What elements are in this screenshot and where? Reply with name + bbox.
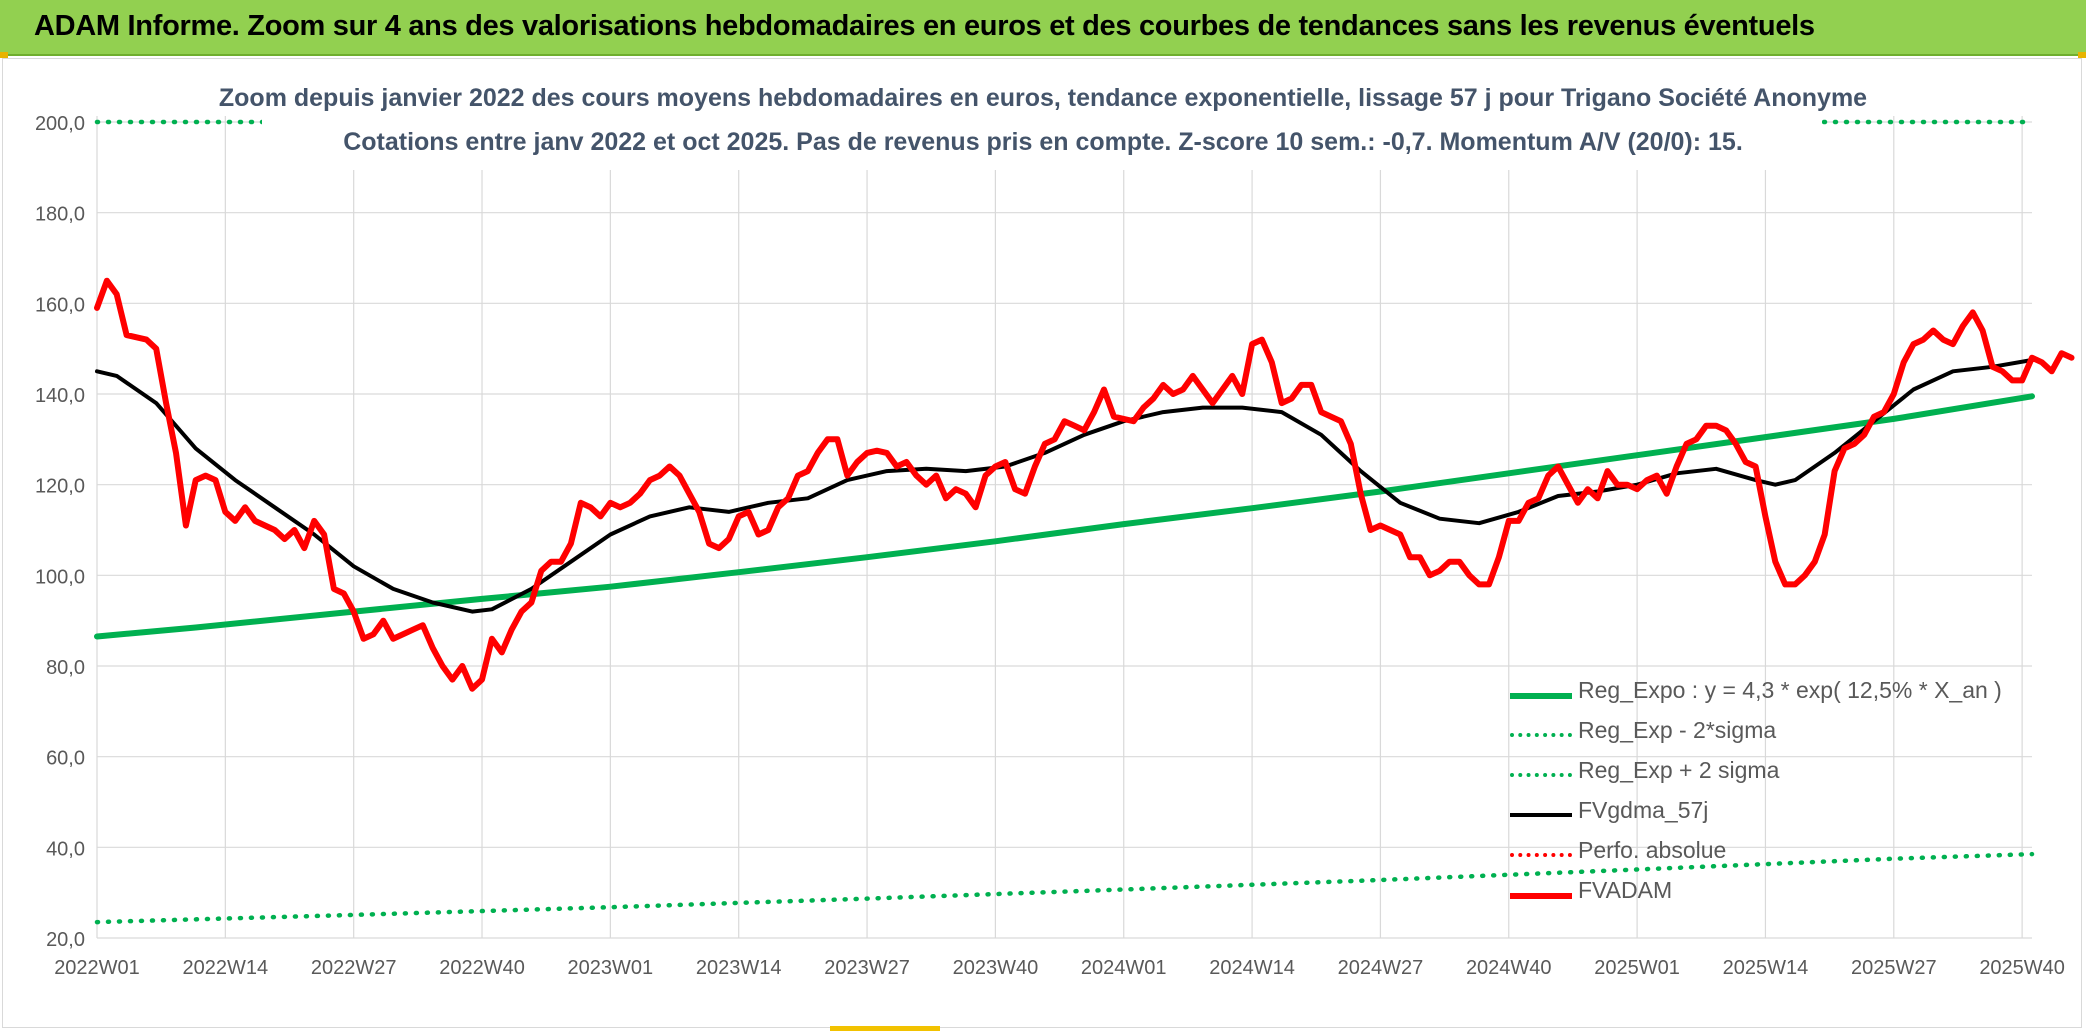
- y-tick-label: 200,0: [35, 113, 85, 135]
- legend-item: Reg_Exp - 2*sigma: [1510, 715, 2030, 755]
- y-tick-label: 20,0: [46, 929, 85, 951]
- legend-swatch: [1510, 893, 1572, 899]
- x-tick-label: 2025W27: [1851, 957, 1937, 979]
- x-tick-label: 2024W40: [1466, 957, 1552, 979]
- y-tick-label: 40,0: [46, 838, 85, 860]
- x-tick-label: 2023W01: [568, 957, 654, 979]
- legend-swatch: [1510, 773, 1572, 777]
- x-tick-label: 2025W01: [1594, 957, 1680, 979]
- y-tick-label: 80,0: [46, 657, 85, 679]
- x-tick-label: 2023W27: [824, 957, 910, 979]
- x-tick-label: 2024W14: [1209, 957, 1295, 979]
- legend-label: Perfo. absolue: [1578, 837, 1727, 863]
- legend-swatch: [1510, 733, 1572, 737]
- y-tick-label: 100,0: [35, 566, 85, 588]
- x-tick-label: 2022W01: [54, 957, 140, 979]
- legend-swatch: [1510, 813, 1572, 817]
- legend-label: Reg_Exp + 2 sigma: [1578, 757, 1780, 783]
- x-tick-label: 2022W40: [439, 957, 525, 979]
- legend-label: Reg_Exp - 2*sigma: [1578, 717, 1777, 743]
- legend-label: Reg_Expo : y = 4,3 * exp( 12,5% * X_an ): [1578, 677, 2002, 703]
- legend-label: FVgdma_57j: [1578, 797, 1709, 823]
- y-tick-label: 120,0: [35, 476, 85, 498]
- chart-title-line-2: Cotations entre janv 2022 et oct 2025. P…: [343, 128, 1743, 156]
- accent-mark-right: [2078, 52, 2086, 58]
- report-title: ADAM Informe. Zoom sur 4 ans des valoris…: [34, 10, 1815, 42]
- chart-title-line-1: Zoom depuis janvier 2022 des cours moyen…: [218, 84, 1868, 112]
- chart-frame: [2, 58, 2082, 1028]
- legend-item: Perfo. absolue: [1510, 835, 2030, 875]
- y-tick-label: 60,0: [46, 748, 85, 770]
- y-tick-label: 140,0: [35, 385, 85, 407]
- x-tick-label: 2025W40: [1979, 957, 2065, 979]
- x-tick-label: 2023W14: [696, 957, 782, 979]
- title-mask: [262, 74, 1822, 170]
- y-tick-label: 180,0: [35, 204, 85, 226]
- series-line-0: [94, 393, 2035, 640]
- x-tick-label: 2024W27: [1338, 957, 1424, 979]
- accent-mark-left: [0, 52, 8, 58]
- report-banner: ADAM Informe. Zoom sur 4 ans des valoris…: [0, 0, 2086, 56]
- legend-swatch: [1510, 693, 1572, 699]
- x-tick-label: 2022W27: [311, 957, 397, 979]
- series-line-3: [95, 358, 2034, 614]
- y-tick-label: 160,0: [35, 294, 85, 316]
- x-tick-label: 2024W01: [1081, 957, 1167, 979]
- legend-item: FVgdma_57j: [1510, 795, 2030, 835]
- legend-label: FVADAM: [1578, 877, 1673, 903]
- x-tick-label: 2022W14: [183, 957, 269, 979]
- series-line-5: [94, 277, 2075, 692]
- legend-item: FVADAM: [1510, 875, 2030, 915]
- accent-mark-bottom: [830, 1026, 940, 1031]
- x-tick-label: 2025W14: [1723, 957, 1809, 979]
- legend-item: Reg_Expo : y = 4,3 * exp( 12,5% * X_an ): [1510, 675, 2030, 715]
- legend-item: Reg_Exp + 2 sigma: [1510, 755, 2030, 795]
- legend-swatch: [1510, 853, 1572, 857]
- series-line-1: [94, 851, 2035, 925]
- x-tick-label: 2023W40: [953, 957, 1039, 979]
